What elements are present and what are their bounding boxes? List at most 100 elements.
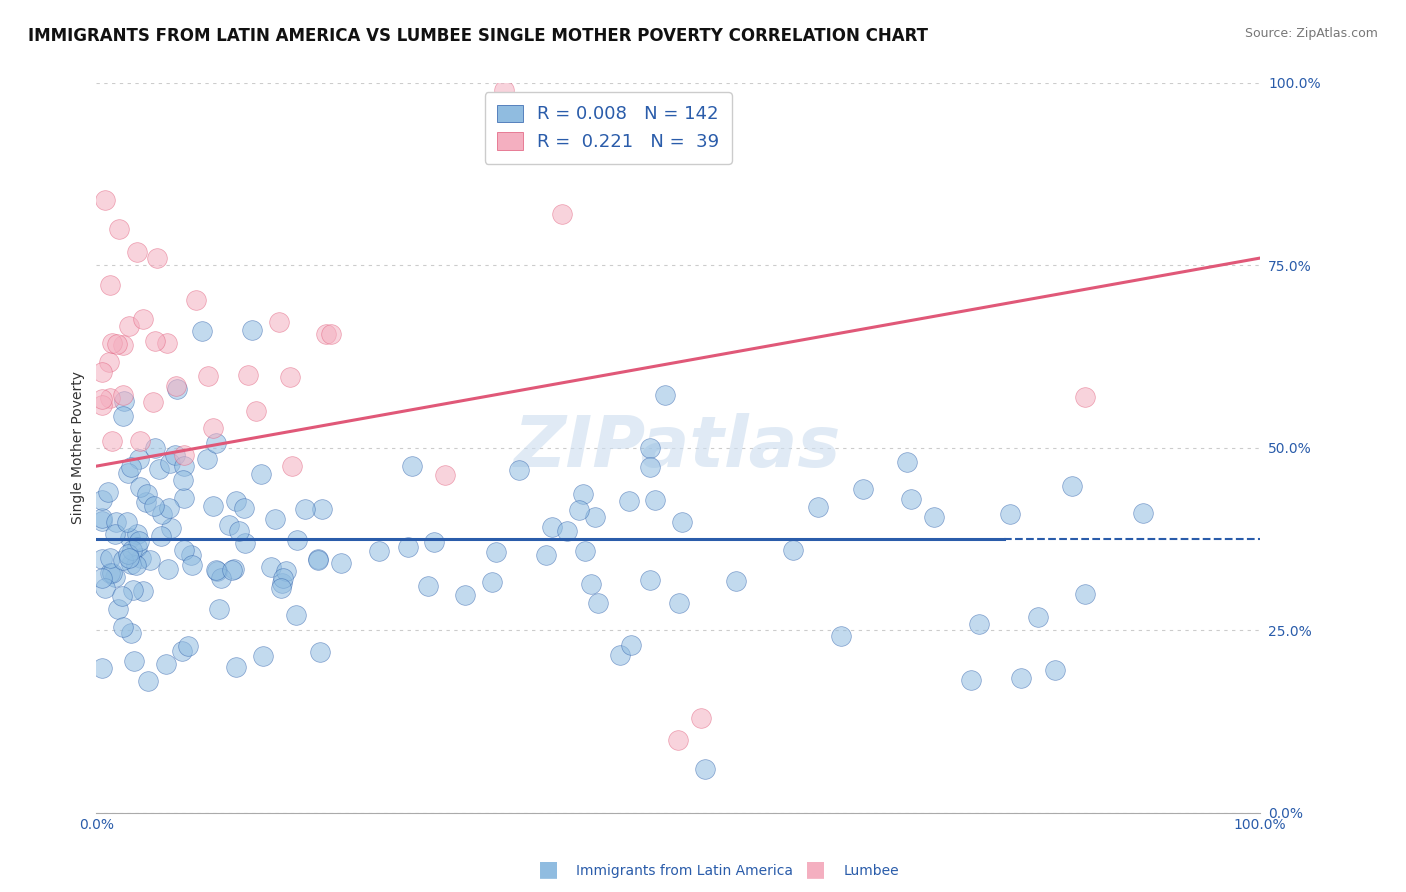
Point — [308, 645, 330, 659]
Point — [423, 534, 446, 549]
Point — [128, 534, 150, 549]
Point — [967, 616, 990, 631]
Point — [122, 654, 145, 668]
Point — [128, 452, 150, 467]
Point — [163, 448, 186, 462]
Point — [644, 493, 666, 508]
Point — [98, 392, 121, 406]
Point — [117, 515, 139, 529]
Point — [91, 510, 114, 524]
Point — [218, 517, 240, 532]
Point — [830, 629, 852, 643]
Point — [195, 452, 218, 467]
Point — [586, 596, 609, 610]
Point — [401, 459, 423, 474]
Point — [202, 499, 225, 513]
Point — [120, 625, 142, 640]
Point — [695, 762, 717, 776]
Point — [574, 543, 596, 558]
Text: ZIPatlas: ZIPatlas — [515, 413, 842, 483]
Point — [155, 657, 177, 672]
Point — [97, 484, 120, 499]
Point — [240, 323, 263, 337]
Point — [250, 467, 273, 482]
Point — [579, 577, 602, 591]
Point — [852, 482, 875, 496]
Point — [143, 500, 166, 514]
Point — [307, 553, 329, 567]
Point — [640, 460, 662, 475]
Point — [271, 571, 294, 585]
Point — [1000, 507, 1022, 521]
Point — [165, 378, 187, 392]
Point — [117, 548, 139, 562]
Point — [148, 462, 170, 476]
Point — [104, 526, 127, 541]
Point — [173, 491, 195, 505]
Point — [131, 583, 153, 598]
Point — [572, 487, 595, 501]
Point — [276, 564, 298, 578]
Point — [252, 648, 274, 663]
Point — [228, 524, 250, 538]
Point — [281, 459, 304, 474]
Point — [173, 459, 195, 474]
Point — [93, 582, 115, 596]
Point — [1074, 390, 1097, 404]
Point — [321, 327, 343, 342]
Point — [1074, 587, 1097, 601]
Point — [166, 382, 188, 396]
Point — [896, 455, 918, 469]
Point — [142, 394, 165, 409]
Point — [1062, 478, 1084, 492]
Point — [609, 648, 631, 662]
Point — [112, 394, 135, 409]
Point — [112, 620, 135, 634]
Point — [666, 732, 689, 747]
Point — [121, 543, 143, 558]
Point — [101, 336, 124, 351]
Text: ■: ■ — [806, 859, 825, 879]
Point — [481, 574, 503, 589]
Point — [668, 596, 690, 610]
Point — [91, 392, 114, 406]
Text: ■: ■ — [538, 859, 558, 879]
Point — [131, 551, 153, 566]
Point — [330, 556, 353, 570]
Point — [205, 563, 228, 577]
Point — [117, 467, 139, 481]
Point — [112, 338, 135, 352]
Point — [100, 566, 122, 581]
Point — [232, 501, 254, 516]
Point — [191, 324, 214, 338]
Point — [97, 355, 120, 369]
Point — [180, 558, 202, 572]
Point — [453, 588, 475, 602]
Point — [225, 494, 247, 508]
Point — [367, 543, 389, 558]
Point — [396, 540, 419, 554]
Point — [159, 456, 181, 470]
Point — [311, 502, 333, 516]
Point — [900, 492, 922, 507]
Point — [583, 509, 606, 524]
Point — [111, 553, 134, 567]
Point — [638, 442, 661, 456]
Point — [671, 516, 693, 530]
Point — [149, 529, 172, 543]
Point — [112, 409, 135, 423]
Point — [91, 492, 114, 507]
Point — [221, 563, 243, 577]
Point — [103, 569, 125, 583]
Point — [270, 581, 292, 595]
Point — [107, 602, 129, 616]
Point — [315, 326, 337, 341]
Point — [136, 487, 159, 501]
Point — [138, 553, 160, 567]
Point — [638, 573, 661, 587]
Point — [91, 365, 114, 379]
Point — [105, 336, 128, 351]
Point — [284, 607, 307, 622]
Point — [536, 548, 558, 562]
Point — [173, 542, 195, 557]
